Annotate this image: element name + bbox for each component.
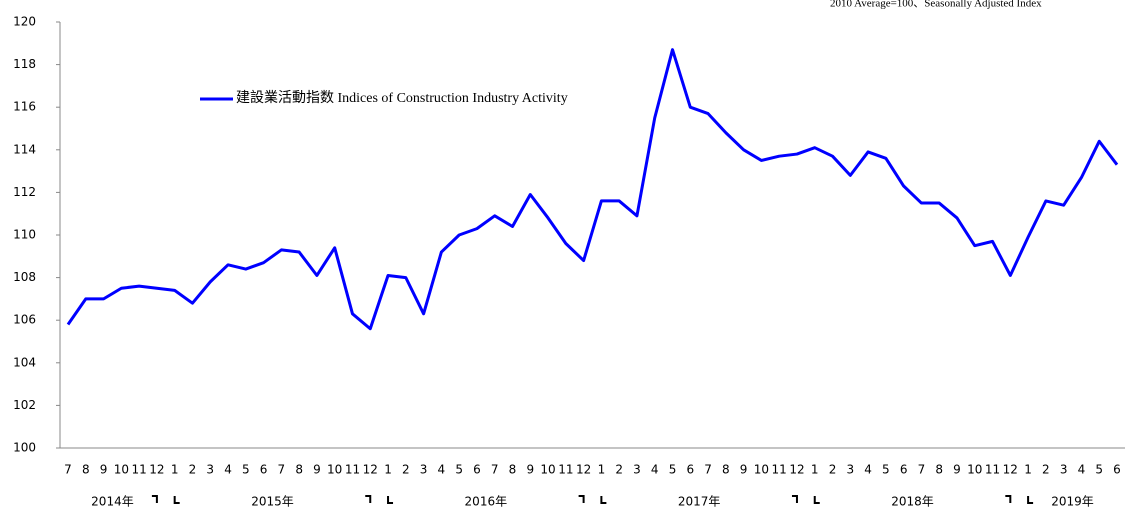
y-tick-label: 110 bbox=[13, 228, 36, 242]
x-tick-label: 3 bbox=[846, 463, 854, 477]
x-tick-label: 11 bbox=[345, 463, 360, 477]
data-line bbox=[66, 48, 1119, 331]
x-tick-label: 5 bbox=[882, 463, 890, 477]
year-bracket bbox=[578, 495, 585, 503]
y-tick-label: 106 bbox=[13, 313, 36, 327]
y-tick-label: 116 bbox=[13, 100, 36, 114]
x-tick-label: 4 bbox=[651, 463, 659, 477]
x-tick-label: 11 bbox=[131, 463, 146, 477]
x-tick-label: 12 bbox=[789, 463, 804, 477]
x-tick-label: 9 bbox=[740, 463, 748, 477]
y-tick-label: 118 bbox=[13, 57, 36, 71]
x-tick-label: 12 bbox=[363, 463, 378, 477]
x-tick-label: 12 bbox=[576, 463, 591, 477]
x-tick-label: 6 bbox=[686, 463, 694, 477]
year-bracket bbox=[1005, 495, 1012, 503]
x-tick-label: 11 bbox=[772, 463, 787, 477]
year-bracket bbox=[1027, 496, 1034, 504]
x-tick-label: 5 bbox=[455, 463, 463, 477]
x-tick-label: 3 bbox=[206, 463, 214, 477]
year-bracket bbox=[365, 495, 372, 503]
year-bracket bbox=[791, 495, 798, 503]
x-tick-label: 6 bbox=[473, 463, 481, 477]
x-tick-label: 4 bbox=[864, 463, 872, 477]
y-tick-label: 108 bbox=[13, 270, 36, 284]
x-tick-label: 11 bbox=[985, 463, 1000, 477]
year-label: 2015年 bbox=[251, 495, 294, 509]
x-tick-label: 1 bbox=[1024, 463, 1032, 477]
legend-label: 建設業活動指数 Indices of Construction Industry… bbox=[236, 90, 568, 106]
x-tick-label: 6 bbox=[1113, 463, 1121, 477]
x-tick-label: 4 bbox=[1078, 463, 1086, 477]
year-label: 2018年 bbox=[891, 495, 934, 509]
x-tick-label: 10 bbox=[327, 463, 342, 477]
x-tick-label: 5 bbox=[669, 463, 677, 477]
year-label: 2016年 bbox=[465, 495, 508, 509]
year-bracket bbox=[813, 496, 820, 504]
x-tick-label: 7 bbox=[918, 463, 926, 477]
x-tick-label: 7 bbox=[64, 463, 72, 477]
x-tick-label: 2 bbox=[402, 463, 410, 477]
x-tick-label: 2 bbox=[615, 463, 623, 477]
x-tick-label: 3 bbox=[420, 463, 428, 477]
y-tick-label: 114 bbox=[13, 142, 36, 156]
year-label: 2017年 bbox=[678, 495, 721, 509]
x-tick-label: 11 bbox=[558, 463, 573, 477]
x-tick-label: 8 bbox=[722, 463, 730, 477]
x-tick-label: 1 bbox=[171, 463, 179, 477]
x-tick-label: 10 bbox=[967, 463, 982, 477]
x-tick-label: 8 bbox=[295, 463, 303, 477]
y-tick-label: 120 bbox=[13, 15, 36, 29]
x-tick-label: 6 bbox=[900, 463, 908, 477]
x-tick-label: 8 bbox=[82, 463, 90, 477]
x-tick-label: 5 bbox=[1095, 463, 1103, 477]
x-tick-label: 9 bbox=[100, 463, 108, 477]
x-tick-label: 12 bbox=[149, 463, 164, 477]
year-bracket bbox=[151, 495, 158, 503]
year-bracket bbox=[173, 496, 180, 504]
x-tick-label: 6 bbox=[260, 463, 268, 477]
y-tick-label: 104 bbox=[13, 355, 36, 369]
x-tick-label: 9 bbox=[953, 463, 961, 477]
year-bracket bbox=[600, 496, 607, 504]
x-tick-label: 2 bbox=[829, 463, 837, 477]
x-tick-label: 10 bbox=[754, 463, 769, 477]
year-label: 2014年 bbox=[91, 495, 134, 509]
x-tick-label: 7 bbox=[704, 463, 712, 477]
y-tick-label: 102 bbox=[13, 398, 36, 412]
y-tick-label: 100 bbox=[13, 441, 36, 455]
x-tick-label: 9 bbox=[526, 463, 534, 477]
x-tick-label: 9 bbox=[313, 463, 321, 477]
x-tick-label: 10 bbox=[540, 463, 555, 477]
chart-note: 2010 Average=100、Seasonally Adjusted Ind… bbox=[830, 0, 1042, 10]
x-tick-label: 1 bbox=[811, 463, 819, 477]
x-tick-label: 1 bbox=[384, 463, 392, 477]
x-tick-label: 1 bbox=[598, 463, 606, 477]
x-tick-label: 8 bbox=[509, 463, 517, 477]
x-tick-label: 10 bbox=[114, 463, 129, 477]
x-tick-label: 5 bbox=[242, 463, 250, 477]
year-label: 2019年 bbox=[1051, 495, 1094, 509]
x-tick-label: 8 bbox=[935, 463, 943, 477]
year-bracket bbox=[387, 496, 394, 504]
x-tick-label: 7 bbox=[491, 463, 499, 477]
x-tick-label: 7 bbox=[278, 463, 286, 477]
x-tick-label: 2 bbox=[189, 463, 197, 477]
x-tick-label: 2 bbox=[1042, 463, 1050, 477]
x-tick-label: 3 bbox=[633, 463, 641, 477]
x-tick-label: 4 bbox=[438, 463, 446, 477]
y-tick-label: 112 bbox=[13, 185, 36, 199]
x-tick-label: 4 bbox=[224, 463, 232, 477]
x-tick-label: 12 bbox=[1003, 463, 1018, 477]
x-tick-label: 3 bbox=[1060, 463, 1068, 477]
